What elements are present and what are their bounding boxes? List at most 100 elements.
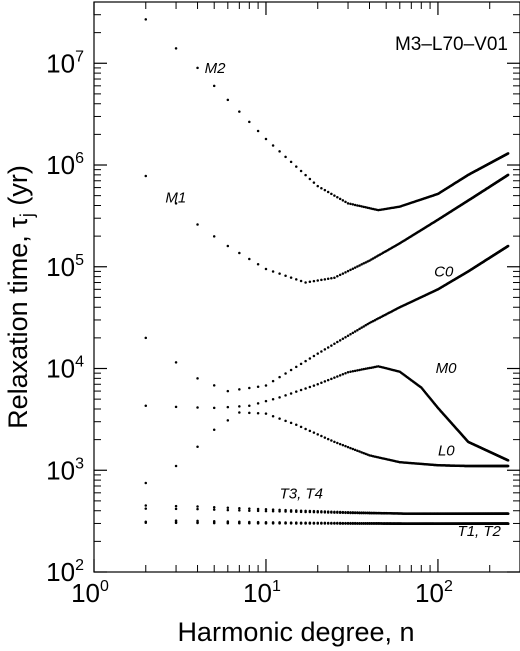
data-point (341, 511, 345, 515)
data-point (338, 374, 342, 377)
data-point (316, 383, 319, 386)
data-point (373, 512, 377, 515)
data-point (358, 368, 361, 372)
data-point (326, 190, 330, 194)
data-point (341, 372, 345, 376)
data-point (308, 521, 312, 525)
data-point (238, 405, 241, 408)
data-point (326, 511, 330, 514)
data-point (304, 173, 307, 177)
data-point (338, 442, 342, 446)
data-point (323, 188, 327, 192)
data-point (278, 521, 281, 524)
data-point (289, 521, 293, 524)
data-point (326, 437, 330, 441)
data-point (295, 390, 298, 393)
model-label: M3–L70–V01 (395, 34, 508, 55)
data-point (264, 384, 268, 387)
data-point (320, 186, 323, 190)
data-point (238, 110, 241, 113)
data-point (256, 509, 260, 513)
series-m1 (144, 173, 510, 284)
data-point (330, 439, 333, 442)
data-point (506, 244, 510, 248)
data-point (346, 521, 350, 525)
data-point (196, 223, 199, 226)
data-point (196, 507, 199, 511)
data-point (362, 262, 365, 265)
data-point (308, 385, 312, 389)
data-point (299, 510, 303, 514)
data-point (323, 348, 327, 351)
data-point (346, 202, 350, 205)
data-point (304, 359, 307, 363)
data-point (506, 459, 510, 462)
data-point (196, 445, 199, 449)
data-point (362, 325, 365, 328)
data-point (371, 522, 375, 525)
data-point (226, 520, 230, 523)
data-point (341, 199, 345, 202)
data-point (333, 521, 336, 525)
data-point (366, 453, 369, 456)
y-tick-label: 104 (46, 354, 84, 384)
series-annotation: T3, T4 (280, 485, 323, 502)
data-point (344, 521, 347, 525)
data-point (304, 387, 307, 390)
data-point (144, 481, 148, 485)
data-point (362, 451, 365, 455)
data-point (506, 173, 510, 177)
data-point (278, 375, 281, 379)
data-point (344, 200, 347, 204)
data-point (333, 511, 336, 514)
data-point (366, 521, 369, 525)
data-point (506, 522, 510, 525)
data-point (299, 425, 303, 429)
data-point (212, 508, 216, 511)
data-point (330, 192, 333, 196)
data-point (338, 197, 342, 201)
data-point (351, 203, 355, 206)
data-point (351, 267, 355, 270)
data-point (344, 444, 347, 448)
data-point (336, 375, 339, 378)
data-point (353, 330, 357, 333)
data-point (312, 354, 316, 358)
data-point (360, 263, 363, 266)
data-point (358, 204, 361, 208)
data-point (226, 98, 230, 102)
data-point (144, 520, 148, 523)
data-point (196, 66, 199, 70)
data-point (368, 522, 371, 525)
data-point (360, 451, 363, 454)
data-point (174, 47, 178, 50)
data-point (336, 511, 339, 514)
data-point (248, 120, 251, 124)
data-point (226, 419, 230, 422)
data-point (333, 376, 336, 379)
data-point (289, 368, 293, 372)
data-point (323, 511, 327, 514)
series-mode-9 (144, 481, 510, 525)
data-point (271, 144, 275, 147)
data-point (316, 184, 319, 188)
y-tick-label: 102 (46, 557, 84, 587)
data-point (358, 327, 361, 331)
data-point (366, 367, 369, 370)
data-point (349, 333, 352, 336)
data-point (353, 203, 357, 207)
data-point (248, 509, 251, 512)
data-point (364, 206, 367, 209)
y-tick-base: 10 (46, 48, 75, 78)
data-point (226, 506, 230, 509)
data-point (366, 322, 369, 326)
data-point (308, 357, 312, 360)
data-point (284, 274, 287, 277)
y-tick-base: 10 (46, 354, 75, 384)
data-point (326, 521, 330, 525)
data-point (144, 174, 148, 178)
data-point (174, 405, 178, 409)
y-tick-label: 107 (46, 48, 84, 78)
data-point (256, 129, 260, 133)
